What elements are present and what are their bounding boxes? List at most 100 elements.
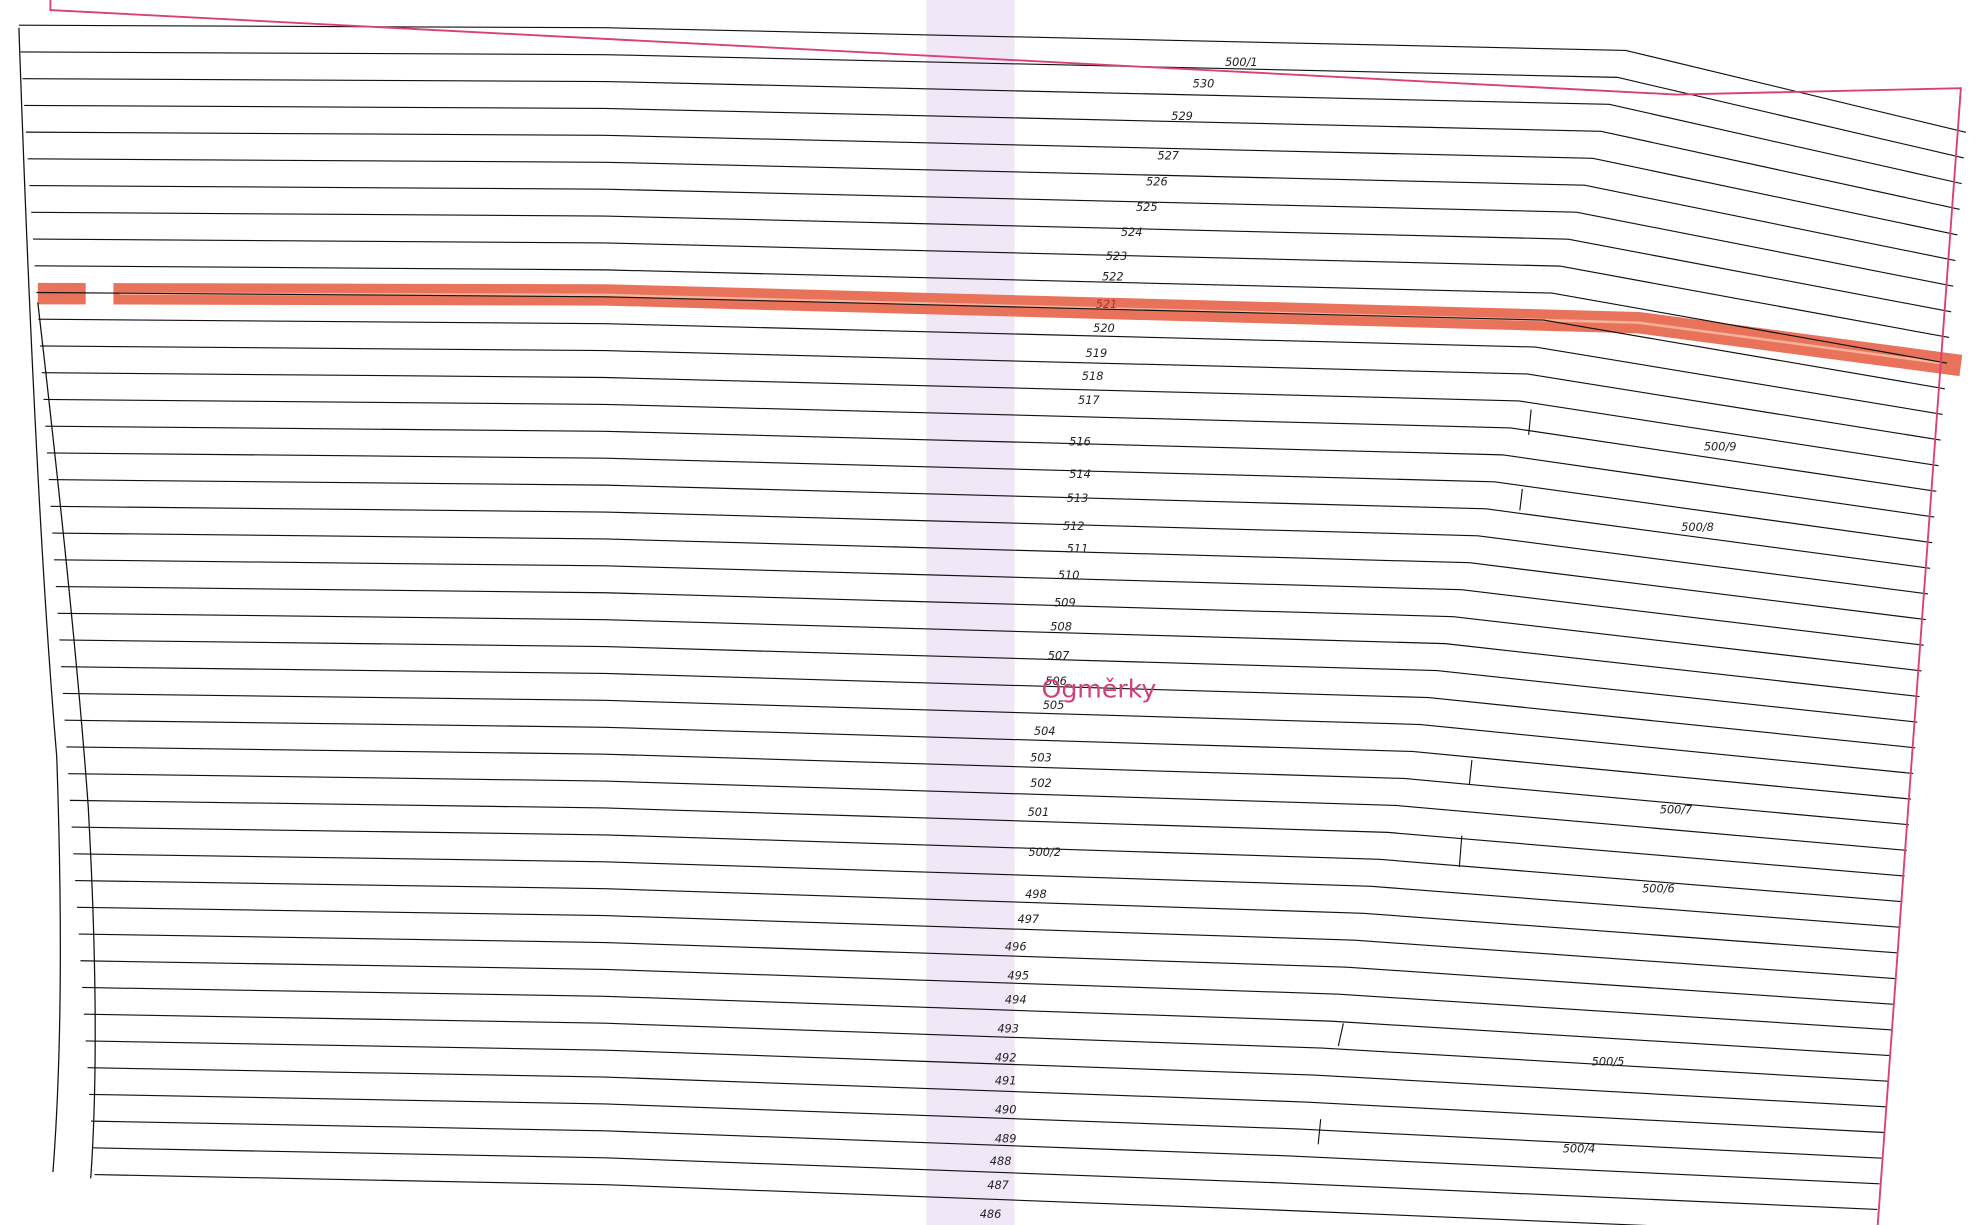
parcel-label: 519 — [1086, 346, 1108, 360]
parcel-line — [27, 158, 1956, 262]
outer-edge — [18, 27, 61, 1173]
labels: 500/1 530 529 527 526 525 524 523 522 52… — [980, 55, 1737, 1221]
parcel-line — [90, 1120, 1880, 1185]
parcel-label: 527 — [1157, 148, 1179, 162]
parcel-label: 505 — [1043, 698, 1065, 712]
parcel-line — [41, 372, 1939, 467]
parcel-line — [31, 211, 1952, 313]
parcel-label: 495 — [1007, 969, 1029, 983]
parcel-label: 503 — [1030, 751, 1052, 765]
parcel-line — [92, 1147, 1878, 1211]
parcel-label: 487 — [987, 1178, 1009, 1192]
parcel-line — [22, 78, 1962, 185]
parcel-label: 500/1 — [1225, 55, 1258, 69]
parcel-line — [57, 612, 1920, 698]
parcel-line — [24, 104, 1960, 210]
parcel-label: 521 — [1096, 297, 1118, 311]
parcel-label: 501 — [1028, 805, 1050, 819]
parcel-label: 489 — [995, 1131, 1017, 1145]
parcel-line — [76, 906, 1897, 980]
parcel-label: 500/6 — [1642, 882, 1675, 896]
parcel-line — [80, 960, 1893, 1031]
parcel-line — [52, 532, 1926, 621]
parcel-label: 529 — [1171, 109, 1193, 123]
parcel-label: 517 — [1078, 393, 1100, 407]
parcel-line — [38, 318, 1943, 415]
parcel-line — [82, 986, 1890, 1057]
parcel-line — [32, 238, 1950, 339]
divider — [1317, 1119, 1322, 1145]
parcel-label: 524 — [1121, 225, 1143, 239]
parcel-line — [29, 185, 1954, 287]
parcel-line — [55, 585, 1922, 672]
parcel-label: 513 — [1067, 491, 1089, 505]
parcel-label: 500/7 — [1660, 802, 1693, 816]
parcel-line — [36, 291, 1945, 390]
divider — [1528, 409, 1532, 435]
parcel-line — [25, 131, 1958, 236]
parcel-label: 506 — [1045, 674, 1067, 688]
parcel-line — [87, 1067, 1884, 1134]
parcel-label: 486 — [980, 1207, 1002, 1221]
parcel-label: 514 — [1069, 467, 1091, 481]
parcel-line — [62, 692, 1914, 775]
locality-name: Ogměrky — [1042, 675, 1157, 704]
parcel-line — [47, 452, 1933, 544]
parcel-line — [94, 1174, 1648, 1225]
parcel-line — [78, 933, 1895, 1005]
parcel-label: 500/4 — [1563, 1141, 1596, 1155]
parcel-label: 522 — [1102, 269, 1124, 283]
parcel-label: 523 — [1106, 249, 1128, 263]
parcel-label: 496 — [1005, 940, 1027, 954]
parcel-label: 500/9 — [1704, 439, 1737, 453]
parcel-label: 490 — [995, 1102, 1017, 1116]
parcel-label: 493 — [997, 1022, 1019, 1036]
parcel-line — [48, 479, 1931, 569]
parcel-line — [69, 799, 1905, 877]
parcel-label: 500/5 — [1592, 1054, 1625, 1068]
parcel-label: 502 — [1030, 776, 1052, 790]
parcel-label: 526 — [1146, 175, 1168, 189]
parcel-line — [59, 639, 1918, 723]
parcel-line — [34, 265, 1948, 364]
divider — [1458, 835, 1463, 868]
parcel-label: 494 — [1005, 993, 1027, 1007]
parcel-label: 497 — [1018, 912, 1040, 926]
parcel-line — [61, 666, 1916, 749]
parcel-label: 488 — [990, 1154, 1012, 1168]
scan-band — [926, 0, 1015, 1225]
parcel-line — [66, 746, 1909, 826]
parcel-line — [54, 559, 1924, 646]
divider — [1519, 488, 1523, 511]
parcel-lines — [18, 24, 1967, 1225]
parcel-label: 500/2 — [1028, 845, 1061, 859]
outer-edge — [37, 302, 96, 1179]
parcel-line — [45, 425, 1935, 518]
parcel-line — [71, 826, 1903, 903]
parcel-label: 507 — [1048, 649, 1070, 663]
parcel-label: 498 — [1025, 887, 1047, 901]
parcel-line — [85, 1040, 1886, 1108]
parcel-label: 530 — [1193, 76, 1215, 90]
parcel-line — [75, 879, 1899, 954]
gap — [85, 279, 114, 308]
parcel-label: 518 — [1082, 369, 1104, 383]
parcel-label: 492 — [995, 1051, 1017, 1065]
boundary — [49, 0, 1962, 1225]
parcel-line — [64, 719, 1912, 800]
parcel-label: 516 — [1069, 434, 1091, 448]
divider — [1468, 759, 1473, 784]
parcel-line — [39, 345, 1941, 441]
parcel-line — [50, 505, 1929, 595]
parcel-line — [43, 398, 1937, 492]
parcel-label: 504 — [1034, 724, 1056, 738]
highlight-core — [119, 292, 1941, 365]
parcel-label: 525 — [1136, 200, 1158, 214]
parcel-label: 520 — [1093, 321, 1115, 335]
parcel-line — [73, 853, 1901, 928]
parcel-label: 511 — [1067, 541, 1089, 555]
parcel-line — [68, 773, 1907, 851]
parcel-label: 491 — [995, 1073, 1017, 1087]
parcel-label: 510 — [1058, 568, 1080, 582]
